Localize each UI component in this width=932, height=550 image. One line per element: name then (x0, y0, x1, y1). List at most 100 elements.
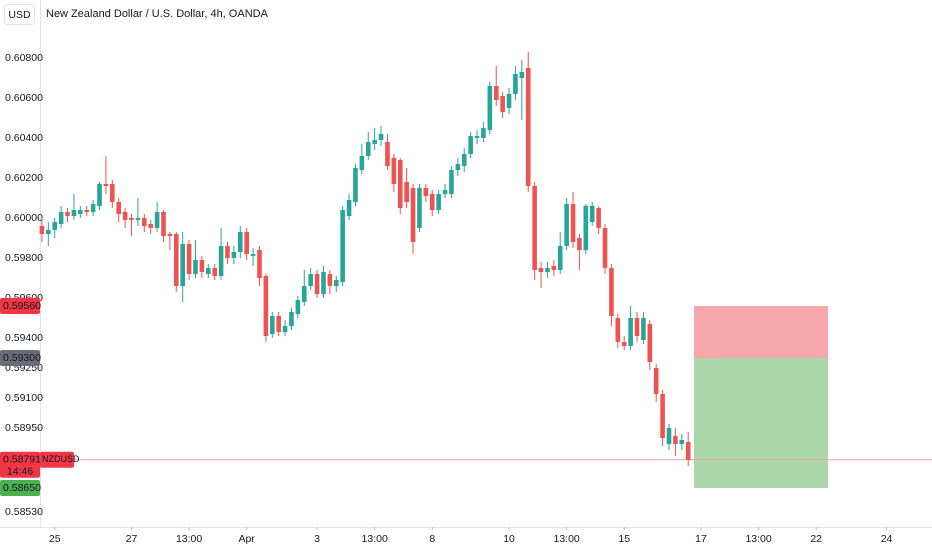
candle-body (372, 140, 377, 144)
candle-body (449, 170, 454, 194)
candle-body (455, 164, 461, 170)
target-label: 0.58650 (3, 482, 41, 494)
x-tick-label: 25 (49, 533, 61, 545)
candle-body (410, 188, 416, 242)
candle-body (301, 286, 307, 302)
candle-body (468, 136, 473, 154)
y-tick-label: 0.60800 (5, 52, 43, 64)
candle-body (84, 210, 90, 212)
entry-label: 0.59300 (3, 352, 41, 364)
candle-body (417, 188, 422, 228)
candle-body (231, 252, 237, 258)
candle-body (46, 230, 51, 234)
candle-body (679, 440, 685, 444)
candle-body (621, 342, 627, 346)
candle-body (205, 268, 211, 274)
candle-body (199, 260, 205, 272)
candle-body (135, 218, 141, 220)
candle-body (429, 194, 435, 210)
candle-body (276, 316, 281, 332)
last-label: 0.58791 (3, 454, 41, 466)
symbol-label: NZDUSD (42, 454, 80, 464)
candle-body (423, 188, 429, 196)
candle-body (474, 136, 480, 138)
candle-body (97, 184, 102, 206)
candle-body (641, 318, 646, 340)
candle-body (628, 318, 633, 346)
candle-body (353, 168, 358, 202)
x-tick-label: 22 (810, 533, 822, 545)
candle-body (244, 232, 249, 254)
candle-body (78, 210, 83, 214)
candle-body (327, 274, 333, 286)
currency[interactable]: USD (8, 9, 31, 21)
candle-body (506, 94, 512, 108)
last-label-box (0, 451, 40, 478)
candle-body (129, 218, 134, 220)
candle-body (359, 156, 365, 170)
candle-body (577, 238, 582, 250)
y-tick-label: 0.58950 (5, 422, 43, 434)
candle-body (142, 218, 147, 226)
candle-body (167, 234, 173, 236)
candle-body (660, 394, 665, 438)
candle-body (397, 160, 403, 208)
candle-body (602, 228, 608, 268)
candle-body (545, 268, 550, 272)
candle-body (532, 186, 537, 270)
x-tick-label: 24 (881, 533, 893, 545)
candle-body (609, 268, 614, 316)
candle-body (340, 210, 345, 282)
candle-body (321, 272, 326, 294)
x-tick-label: Apr (239, 533, 256, 545)
x-tick-label: 13:00 (553, 533, 579, 545)
candle-body (666, 428, 672, 444)
candle-body (161, 212, 166, 236)
candle-body (90, 204, 96, 212)
candle-body (570, 204, 576, 242)
candle-body (385, 142, 390, 166)
x-tick-label: 13:00 (745, 533, 771, 545)
candle-body (538, 268, 544, 272)
candle-body (269, 316, 275, 334)
candle-body (461, 154, 467, 166)
candle-body (282, 326, 288, 332)
candle-body (193, 260, 198, 274)
stop-zone (694, 306, 828, 358)
candle-body (487, 86, 493, 130)
candle-body (52, 222, 58, 230)
candle-body (685, 442, 691, 460)
candle-body (212, 268, 217, 276)
candle-body (442, 190, 448, 194)
chart-title: New Zealand Dollar / U.S. Dollar, 4h, OA… (46, 8, 269, 20)
candle-body (58, 212, 64, 224)
stop-label-box (0, 298, 40, 314)
currency-button[interactable] (4, 4, 35, 25)
candle-body (365, 142, 371, 156)
y-tick-label: 0.60000 (5, 212, 43, 224)
candle-body (110, 184, 115, 202)
candle-body (186, 244, 192, 274)
candle-body (481, 128, 486, 138)
candle-body (148, 224, 154, 228)
x-tick-label: 13:00 (176, 533, 202, 545)
y-tick-label: 0.59800 (5, 252, 43, 264)
candle-body (218, 246, 224, 276)
candle-body (589, 206, 595, 222)
candle-body (122, 212, 128, 220)
candle-body (308, 274, 313, 286)
candle-body (250, 254, 256, 256)
candle-body (404, 182, 409, 202)
candle-body (314, 274, 320, 294)
candle-body (71, 210, 77, 216)
candle-body (525, 68, 531, 186)
y-tick-label: 0.60200 (5, 172, 43, 184)
candle-body (225, 246, 230, 258)
x-tick-label: 8 (429, 533, 435, 545)
symbol-box (40, 451, 74, 468)
candle-body (333, 280, 339, 286)
candle-body (615, 318, 621, 342)
target-zone (694, 358, 828, 488)
candle-body (653, 368, 659, 394)
